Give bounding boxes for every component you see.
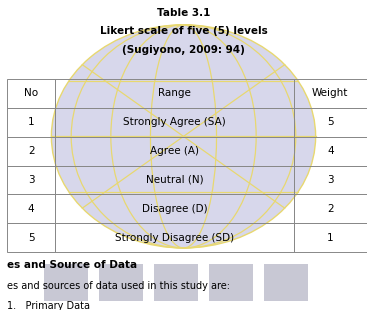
Bar — [7, 194, 55, 223]
Text: 1.   Primary Data: 1. Primary Data — [7, 301, 90, 310]
Bar — [55, 108, 294, 137]
Text: 2: 2 — [327, 204, 334, 214]
Text: Range: Range — [158, 88, 191, 99]
Bar — [294, 194, 367, 223]
Bar — [294, 166, 367, 194]
Bar — [7, 108, 55, 137]
Bar — [7, 79, 55, 108]
Bar — [264, 264, 308, 301]
Text: Table 3.1: Table 3.1 — [157, 8, 210, 18]
Text: es and sources of data used in this study are:: es and sources of data used in this stud… — [7, 281, 230, 291]
Bar — [7, 223, 55, 252]
Bar — [44, 264, 88, 301]
Text: 4: 4 — [327, 146, 334, 156]
Bar — [55, 194, 294, 223]
Text: Weight: Weight — [312, 88, 349, 99]
Bar — [55, 223, 294, 252]
Bar — [294, 223, 367, 252]
Text: Strongly Disagree (SD): Strongly Disagree (SD) — [115, 232, 234, 243]
Text: 4: 4 — [28, 204, 34, 214]
Bar — [209, 264, 253, 301]
Text: Disagree (D): Disagree (D) — [142, 204, 207, 214]
Bar — [7, 137, 55, 166]
Text: Strongly Agree (SA): Strongly Agree (SA) — [123, 117, 226, 127]
Circle shape — [51, 25, 316, 248]
Text: No: No — [24, 88, 38, 99]
Text: 1: 1 — [28, 117, 34, 127]
Text: 5: 5 — [327, 117, 334, 127]
Bar — [55, 79, 294, 108]
Bar — [55, 137, 294, 166]
Text: 3: 3 — [28, 175, 34, 185]
Text: 3: 3 — [327, 175, 334, 185]
Bar — [99, 264, 143, 301]
Bar — [294, 79, 367, 108]
Bar — [7, 166, 55, 194]
Text: 1: 1 — [327, 232, 334, 243]
Bar — [55, 166, 294, 194]
Text: Agree (A): Agree (A) — [150, 146, 199, 156]
Text: 2: 2 — [28, 146, 34, 156]
Text: 5: 5 — [28, 232, 34, 243]
Text: (Sugiyono, 2009: 94): (Sugiyono, 2009: 94) — [122, 45, 245, 55]
Bar — [294, 108, 367, 137]
Text: Likert scale of five (5) levels: Likert scale of five (5) levels — [99, 26, 268, 36]
Bar — [154, 264, 198, 301]
Text: es and Source of Data: es and Source of Data — [7, 260, 138, 270]
Text: Neutral (N): Neutral (N) — [145, 175, 203, 185]
Bar — [294, 137, 367, 166]
